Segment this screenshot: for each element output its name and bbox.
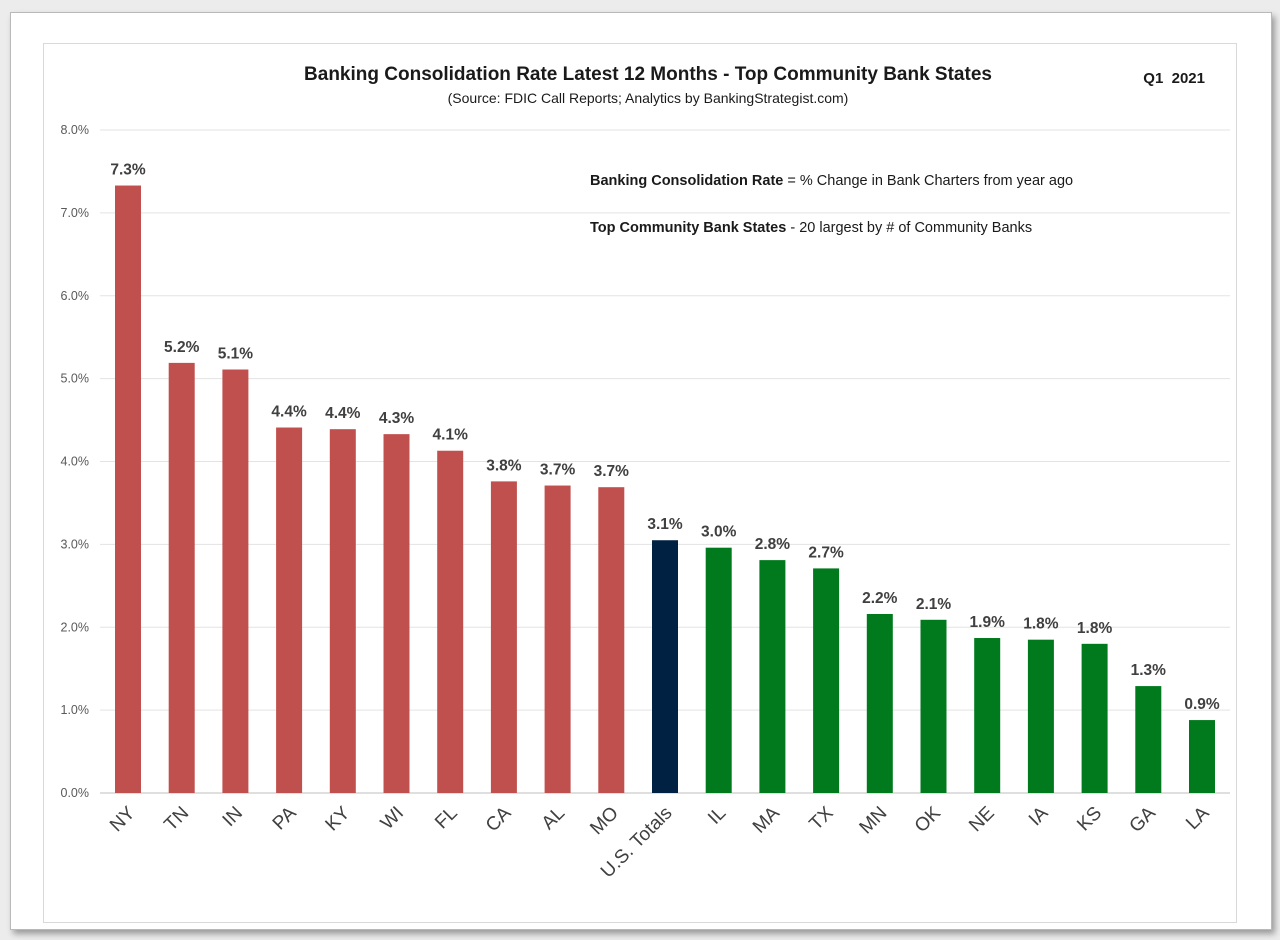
note-top-states-definition: - 20 largest by # of Community Banks	[786, 220, 1032, 236]
x-tick-label: GA	[1126, 802, 1160, 836]
data-label: 3.1%	[647, 516, 683, 533]
bar	[705, 547, 732, 793]
y-tick-label: 0.0%	[61, 786, 90, 800]
bar	[652, 540, 678, 793]
bar	[866, 613, 893, 793]
bar	[115, 185, 141, 793]
data-label: 0.9%	[1184, 696, 1220, 713]
bar	[437, 450, 464, 793]
y-tick-label: 2.0%	[61, 620, 90, 634]
x-tick-label: IL	[704, 803, 730, 829]
x-tick-label: FL	[431, 803, 462, 834]
bar	[329, 429, 356, 793]
y-axis: 0.0% 1.0% 2.0% 3.0% 4.0% 5.0% 6.0% 7.0% 8.0%	[61, 123, 90, 800]
bar	[222, 369, 249, 793]
data-label: 3.0%	[701, 524, 737, 541]
data-label: 5.2%	[164, 339, 200, 356]
x-axis: NY TN IN PA KY WI FL CA AL MOU.S. Totals IL MA TX MN O…	[106, 802, 1214, 882]
x-tick-label: IN	[219, 803, 247, 831]
note-consolidation-rate-definition: = % Change in Bank Charters from year ag…	[783, 173, 1073, 189]
x-tick-label: OK	[911, 802, 945, 836]
y-tick-label: 5.0%	[61, 372, 90, 386]
note-consolidation-rate-term: Banking Consolidation Rate	[590, 173, 783, 189]
note-top-states: Top Community Bank States - 20 largest b…	[590, 220, 1032, 236]
data-label: 2.1%	[916, 596, 952, 613]
data-label: 3.7%	[594, 463, 630, 480]
chart-title: Banking Consolidation Rate Latest 12 Mon…	[304, 64, 992, 85]
data-label: 4.1%	[433, 427, 469, 444]
bars	[115, 185, 1215, 793]
x-tick-label: KY	[322, 802, 355, 835]
chart-subtitle: (Source: FDIC Call Reports; Analytics by…	[448, 90, 849, 106]
bar	[1081, 643, 1108, 793]
bar	[168, 362, 195, 793]
x-tick-label: WI	[377, 803, 408, 834]
bar	[276, 427, 303, 793]
x-tick-label: CA	[482, 802, 516, 836]
data-label: 1.8%	[1077, 620, 1113, 637]
y-tick-label: 4.0%	[61, 455, 90, 469]
bar	[544, 485, 571, 793]
data-label: 4.4%	[271, 404, 307, 421]
data-label: 2.8%	[755, 536, 791, 553]
x-tick-label: LA	[1182, 802, 1214, 834]
data-label: 2.2%	[862, 590, 898, 607]
x-tick-label: IA	[1025, 802, 1053, 830]
data-label: 5.1%	[218, 346, 254, 363]
bar	[490, 481, 517, 793]
data-label: 1.8%	[1023, 616, 1059, 633]
x-tick-label: PA	[269, 802, 301, 834]
data-label: 1.3%	[1131, 662, 1167, 679]
x-tick-label: NE	[965, 803, 999, 837]
x-tick-label: NY	[106, 802, 140, 836]
x-tick-label: AL	[538, 803, 569, 834]
period-label: Q1 2021	[1143, 70, 1205, 87]
data-label: 2.7%	[808, 544, 844, 561]
note-top-states-term: Top Community Bank States	[590, 220, 786, 236]
x-tick-label: MA	[749, 802, 784, 837]
x-tick-label: TX	[806, 802, 838, 834]
bar	[920, 619, 947, 793]
x-tick-label: MN	[856, 803, 892, 839]
x-tick-label: KS	[1073, 803, 1106, 836]
bar	[383, 434, 410, 793]
bar	[1135, 686, 1162, 793]
x-tick-label: MO	[586, 803, 622, 839]
bar	[759, 560, 786, 793]
bar	[813, 568, 840, 793]
bar	[974, 638, 1001, 793]
data-label: 7.3%	[110, 162, 146, 179]
note-consolidation-rate: Banking Consolidation Rate = % Change in…	[590, 173, 1073, 189]
data-label: 1.9%	[970, 614, 1006, 631]
data-label: 3.8%	[486, 457, 522, 474]
data-label: 3.7%	[540, 462, 576, 479]
data-label: 4.4%	[325, 405, 361, 422]
bar	[1189, 720, 1215, 793]
bar	[598, 487, 625, 793]
y-tick-label: 8.0%	[61, 123, 90, 137]
data-label: 4.3%	[379, 410, 415, 427]
y-tick-label: 3.0%	[61, 537, 90, 551]
y-tick-label: 6.0%	[61, 289, 90, 303]
bar	[1027, 639, 1054, 793]
y-tick-label: 1.0%	[61, 703, 90, 717]
x-tick-label: TN	[160, 803, 193, 836]
data-labels: 7.3% 5.2% 5.1% 4.4% 4.4% 4.3% 4.1% 3.8% 3.7% 3.7%…	[110, 162, 1220, 714]
y-tick-label: 7.0%	[61, 206, 90, 220]
